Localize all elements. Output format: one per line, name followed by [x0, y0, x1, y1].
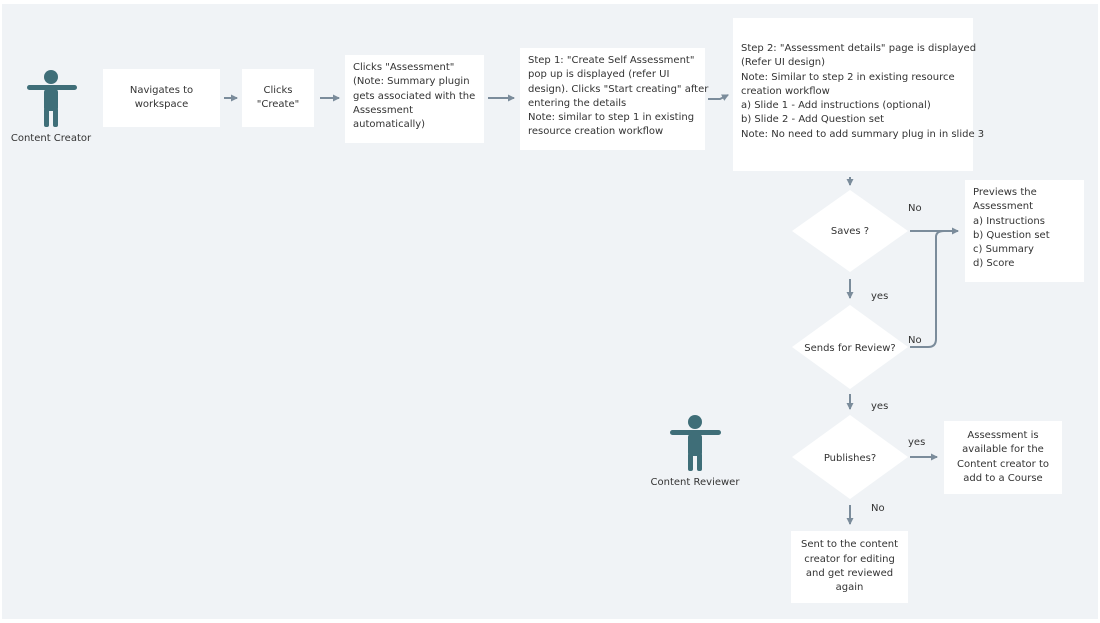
step-1-create-self-assessment: Step 1: "Create Self Assessment" pop up … [520, 48, 709, 150]
step2-line: Note: No need to add summary plug in in … [741, 128, 985, 140]
content-creator-label: Content Creator [11, 133, 92, 144]
step-navigate-text: Navigates to workspace [130, 84, 193, 113]
preview-line: a) Instructions [973, 215, 1045, 227]
content-reviewer-actor-icon [670, 415, 721, 471]
step2-line: a) Slide 1 - Add instructions (optional) [741, 100, 931, 112]
flow-connectors [224, 94, 959, 525]
step-assessment-available: Assessment is available for the Content … [944, 421, 1062, 494]
decision-publishes-diamond [792, 415, 908, 499]
edge-label-review-no: No [908, 335, 922, 346]
sent-back-line: again [835, 582, 864, 594]
decision-review-label: Sends for Review? [804, 343, 896, 354]
step-assessment-line: automatically) [353, 119, 426, 131]
step-navigate-workspace: Navigates to workspace [103, 69, 220, 127]
available-line: add to a Course [963, 472, 1043, 484]
step-assessment-line: Clicks "Assessment" [353, 62, 455, 73]
edge-label-review-yes: yes [871, 401, 889, 412]
arrow-step1-to-step2 [708, 94, 729, 101]
decision-saves-label: Saves ? [831, 226, 869, 237]
step2-line: Step 2: "Assessment details" page is dis… [741, 43, 977, 54]
step-assessment-line: Assessment [353, 104, 413, 116]
step-assessment-line: (Note: Summary plugin [353, 76, 470, 88]
decision-publishes-label: Publishes? [824, 453, 876, 464]
edge-label-saves-yes: yes [871, 291, 889, 302]
step-assessment-line: gets associated with the [353, 90, 476, 102]
edge-label-saves-no: No [908, 203, 922, 214]
step1-line: design). Clicks "Start creating" after [528, 83, 709, 95]
step-click-create: Clicks "Create" [242, 69, 314, 127]
preview-line: c) Summary [973, 244, 1034, 256]
step-create-text: Clicks "Create" [257, 84, 299, 113]
edge-label-publishes-no: No [871, 503, 885, 514]
sent-back-line: and get reviewed [805, 568, 894, 579]
step-create-line: "Create" [256, 99, 300, 110]
content-creator-actor-icon [27, 70, 77, 127]
step1-line: pop up is displayed (refer UI [528, 69, 670, 81]
preview-line: Assessment [973, 201, 1033, 213]
step2-line: b) Slide 2 - Add Question set [741, 114, 885, 126]
arrow-review-no-to-preview [910, 230, 945, 348]
step-click-assessment: Clicks "Assessment" (Note: Summary plugi… [345, 55, 484, 143]
available-text: Assessment is available for the Content … [957, 429, 1049, 486]
step1-line: entering the details [528, 97, 627, 109]
content-reviewer-label: Content Reviewer [651, 477, 741, 488]
step-navigate-line: Navigates to [129, 84, 194, 96]
step2-line: creation workflow [741, 85, 830, 97]
sent-back-text: Sent to the content creator for editing … [801, 538, 898, 595]
available-line: Content creator to [957, 458, 1049, 470]
step1-line: Step 1: "Create Self Assessment" [528, 55, 695, 66]
step-sent-back-to-creator: Sent to the content creator for editing … [791, 531, 908, 603]
sent-back-line: Sent to the content [800, 539, 899, 551]
step2-line: Note: Similar to step 2 in existing reso… [741, 71, 955, 83]
available-line: available for the [962, 444, 1044, 456]
step-preview-assessment: Previews the Assessment a) Instructions … [965, 180, 1084, 282]
step2-line: (Refer UI design) [741, 57, 826, 69]
available-line: Assessment is [967, 429, 1039, 441]
step1-line: resource creation workflow [528, 126, 664, 138]
decision-saves-diamond [792, 190, 908, 272]
preview-line: Previews the [973, 187, 1037, 198]
step-2-assessment-details: Step 2: "Assessment details" page is dis… [733, 18, 985, 171]
decision-review-diamond [792, 305, 908, 389]
preview-line: b) Question set [973, 229, 1050, 241]
step-create-line: Clicks [263, 84, 293, 96]
edge-label-publishes-yes: yes [908, 437, 926, 448]
preview-line: d) Score [973, 258, 1015, 270]
step1-line: Note: similar to step 1 in existing [528, 112, 695, 124]
step-navigate-line: workspace [134, 99, 189, 110]
sent-back-line: creator for editing [804, 553, 895, 565]
